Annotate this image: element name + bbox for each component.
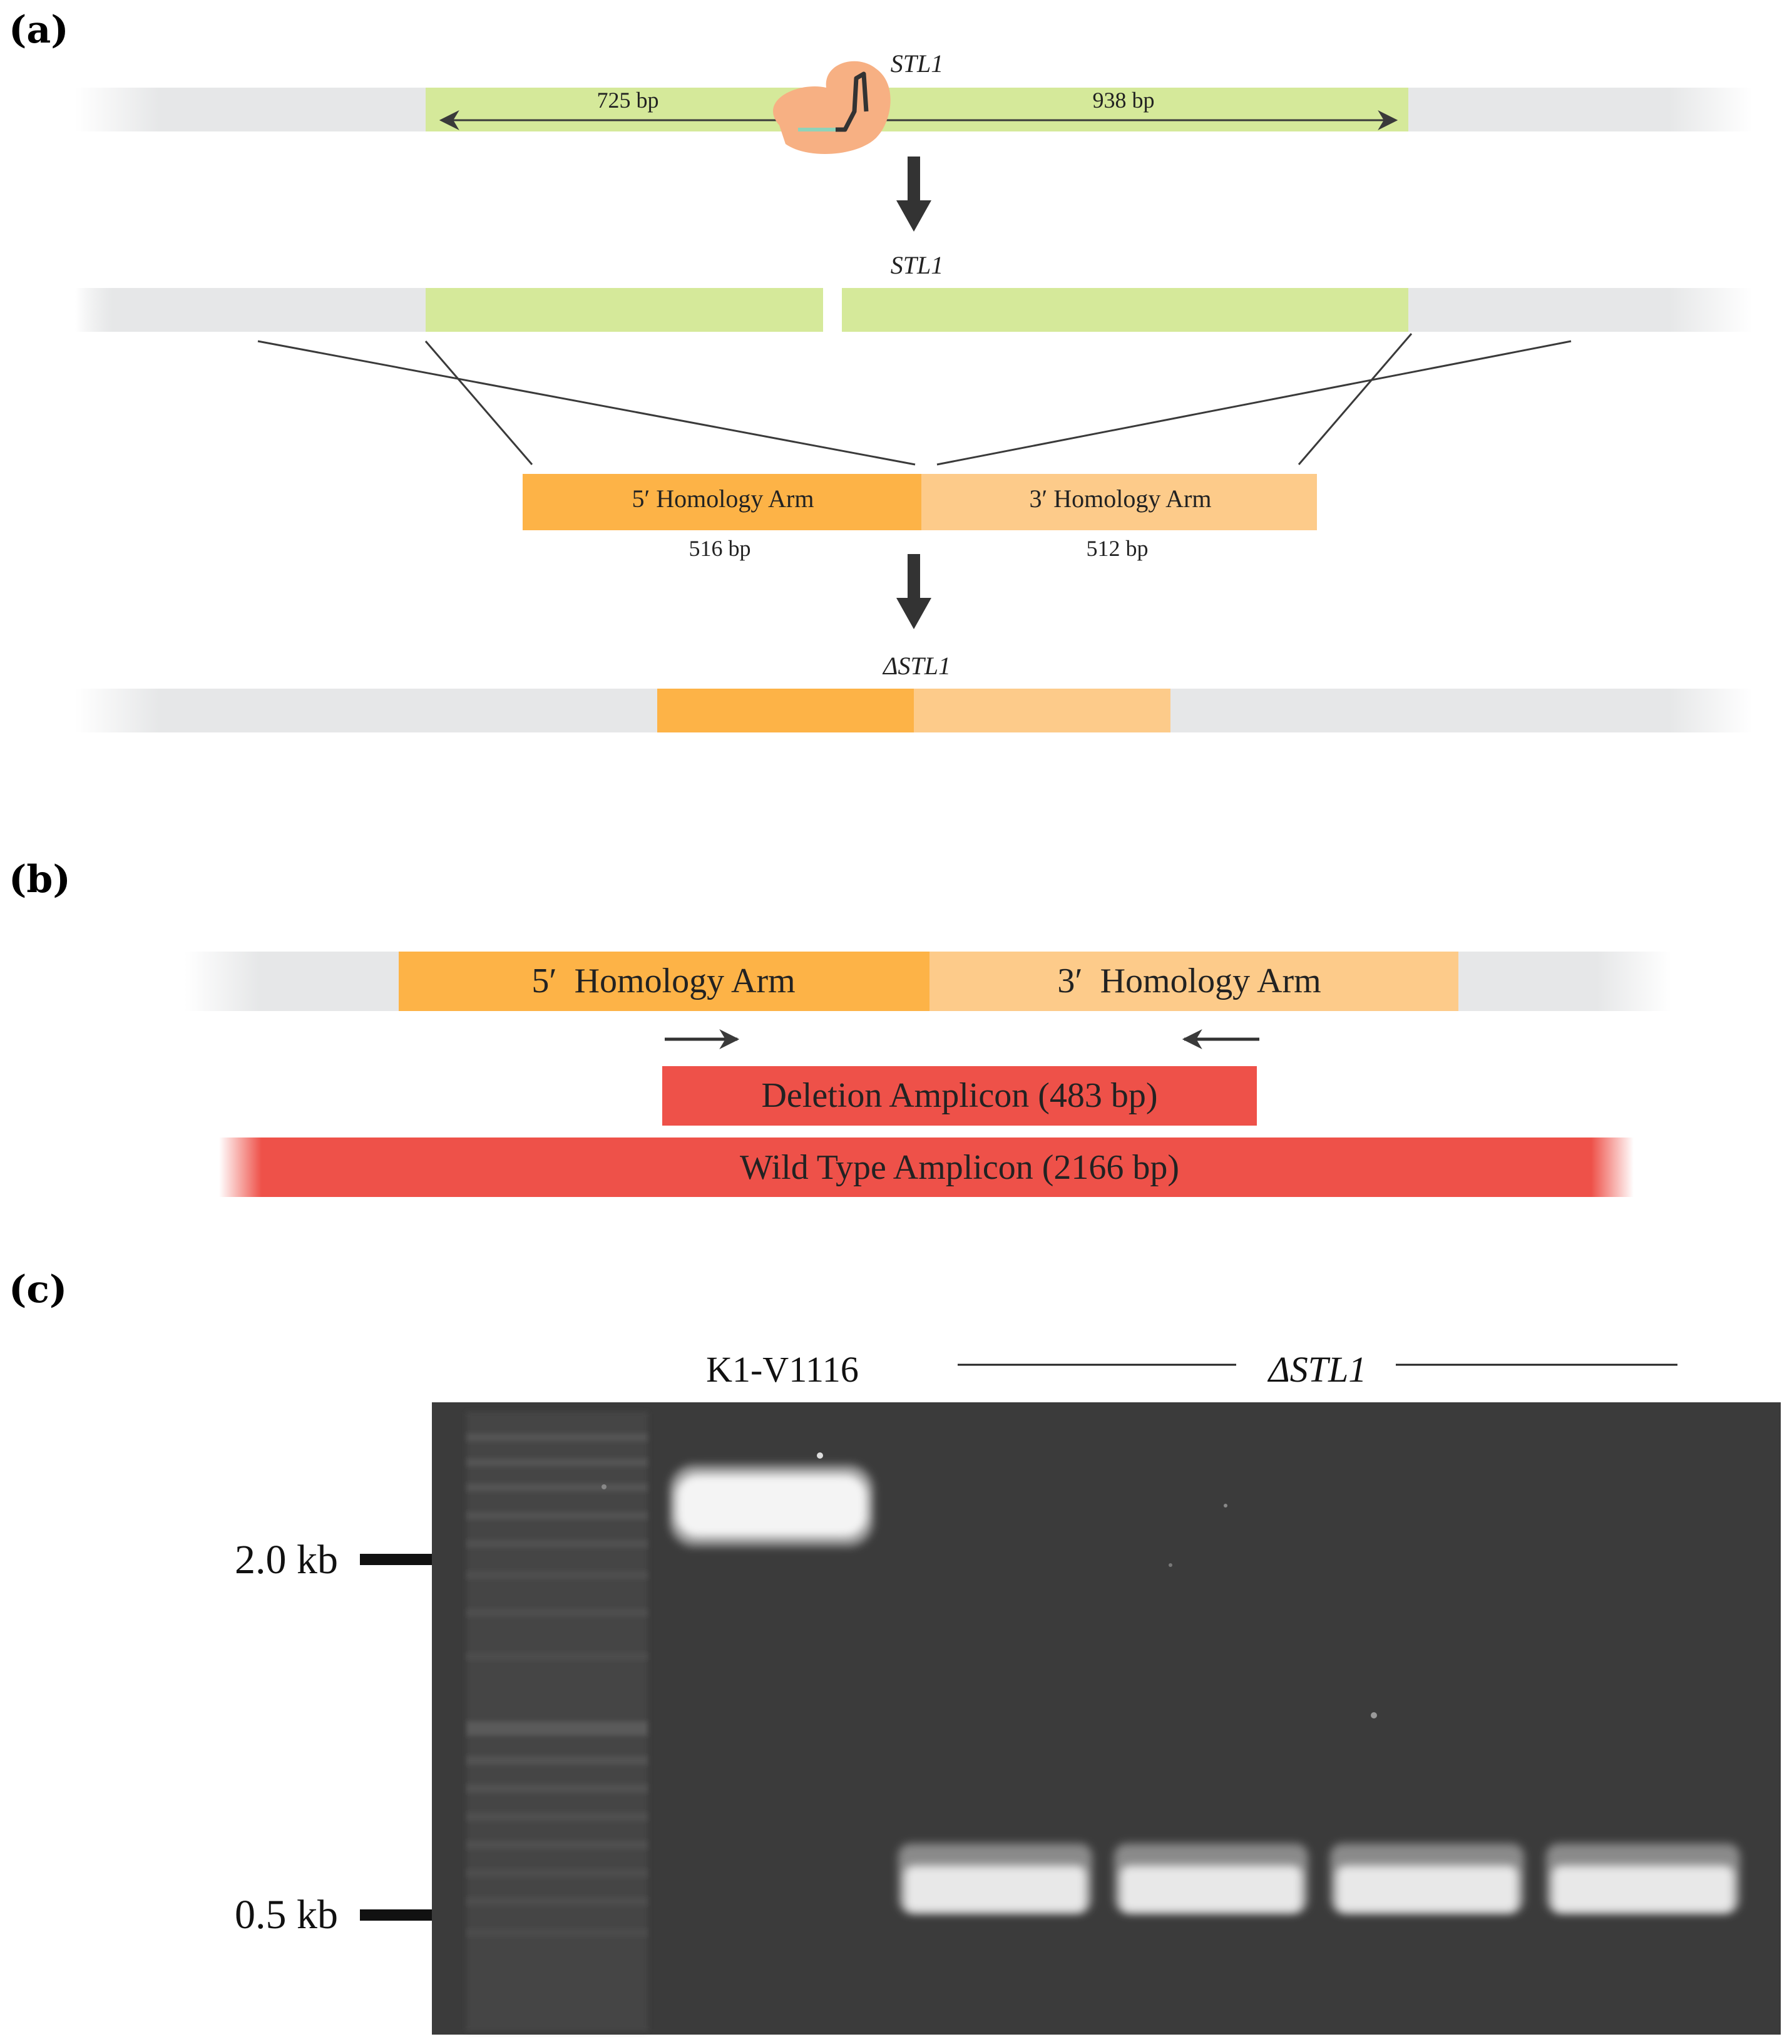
panel-label-a: (a) (9, 8, 69, 52)
cas9-icon (773, 61, 891, 155)
wildtype-amplicon-label: Wild Type Amplicon (2166 bp) (740, 1148, 1179, 1187)
ladder-lane (466, 1412, 648, 2031)
gene-fragment-right (842, 288, 1408, 332)
pcr-arm-5-label: 5′ Homology Arm (531, 962, 795, 1000)
panel-label-b: (b) (9, 858, 71, 901)
chromosome-row-1: 725 bp 938 bp STL1 (75, 49, 1753, 155)
deletion-amplicon-bar (662, 1066, 1257, 1126)
donor-arm-3-label: 3′ Homology Arm (1030, 485, 1212, 513)
left-length-label: 725 bp (597, 88, 659, 113)
donor-arm-5 (523, 474, 921, 530)
gene-label-cut: STL1 (891, 251, 944, 279)
pcr-arm-3-label: 3′ Homology Arm (1057, 962, 1321, 1000)
right-length-label: 938 bp (1093, 88, 1155, 113)
donor-template: 5′ Homology Arm 3′ Homology Arm 516 bp 5… (523, 474, 1317, 561)
gene-fragment-left (426, 288, 823, 332)
size-marker-2kb-label: 2.0 kb (235, 1537, 338, 1583)
recombination-lines (257, 333, 1572, 466)
gel-background (432, 1402, 1781, 2035)
chromosome-row-2: STL1 (75, 251, 1753, 335)
band-mutant-3 (1330, 1844, 1524, 1913)
gene-label-top: STL1 (891, 49, 944, 78)
donor-arm-3 (921, 474, 1317, 530)
pcr-arm-5 (399, 952, 929, 1011)
band-wildtype (670, 1465, 873, 1546)
deletion-arm-5 (657, 689, 914, 732)
pcr-scheme: 5′ Homology Arm 3′ Homology Arm Deletion… (185, 952, 1671, 1197)
panel-label-c: (c) (9, 1268, 67, 1312)
donor-arm-3-length: 512 bp (1087, 536, 1149, 561)
deletion-arm-3 (914, 689, 1170, 732)
agarose-gel (432, 1402, 1781, 2035)
size-marker-05kb-label: 0.5 kb (235, 1892, 338, 1938)
chromosome-row-3: ΔSTL1 (75, 652, 1753, 732)
donor-arm-5-label: 5′ Homology Arm (632, 485, 814, 513)
band-mutant-4 (1546, 1844, 1740, 1913)
lane-label-wildtype: K1-V1116 (706, 1349, 859, 1390)
band-mutant-1 (898, 1844, 1092, 1913)
deletion-amplicon-label: Deletion Amplicon (483 bp) (761, 1076, 1157, 1115)
deletion-label: ΔSTL1 (882, 652, 951, 680)
wildtype-amplicon-bar (219, 1138, 1634, 1197)
donor-arm-5-length: 516 bp (689, 536, 751, 561)
size-marker-05kb: 0.5 kb (235, 1892, 432, 1938)
gene-region-stl1 (426, 88, 1408, 131)
size-marker-2kb: 2.0 kb (235, 1537, 432, 1583)
step-arrow-2 (896, 554, 931, 629)
step-arrow-1 (896, 157, 931, 232)
cut-gap (823, 285, 842, 335)
lane-label-mutant: ΔSTL1 (1267, 1349, 1367, 1390)
band-mutant-2 (1114, 1844, 1308, 1913)
pcr-arm-3 (929, 952, 1458, 1011)
